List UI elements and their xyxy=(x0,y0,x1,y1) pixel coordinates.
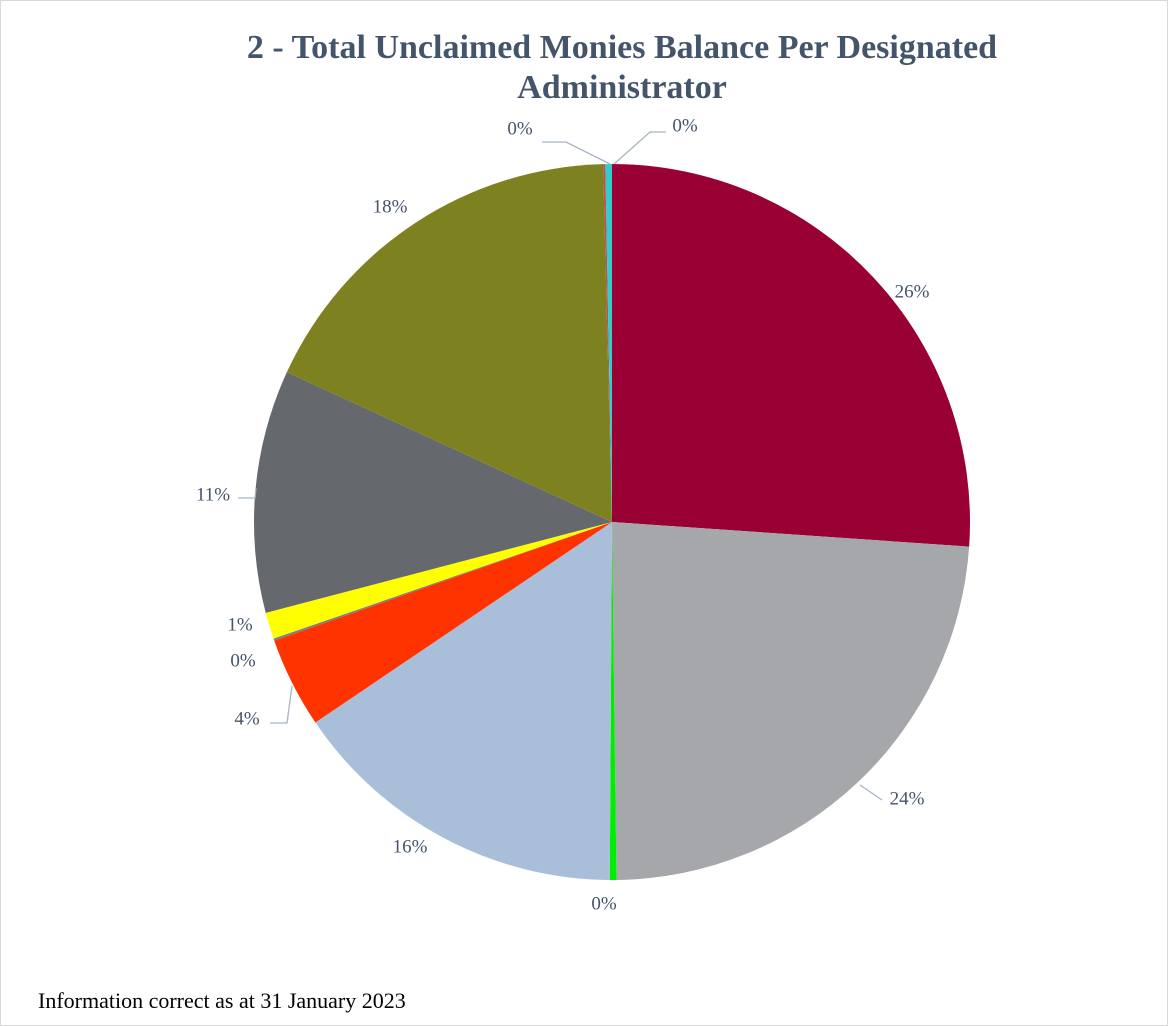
data-label: 4% xyxy=(234,708,260,729)
pie-slice xyxy=(315,522,612,880)
pie-slice xyxy=(612,522,970,880)
pie-slice xyxy=(609,522,617,880)
pie-slice xyxy=(603,164,612,522)
chart-title: 2 - Total Unclaimed Monies Balance Per D… xyxy=(247,29,997,106)
pie-slice xyxy=(273,522,612,641)
footnote: Information correct as at 31 January 202… xyxy=(38,988,406,1013)
pie-slice xyxy=(605,164,612,522)
data-label: 1% xyxy=(227,614,253,635)
leader-line xyxy=(270,685,293,724)
data-label: 0% xyxy=(507,118,533,139)
data-label: 24% xyxy=(890,788,925,809)
pie-slice xyxy=(254,372,612,613)
pie-slice xyxy=(274,522,612,723)
data-label: 18% xyxy=(373,196,408,217)
data-label: 11% xyxy=(196,484,230,505)
pie-slice xyxy=(612,164,970,547)
leader-line xyxy=(859,784,883,801)
data-label: 0% xyxy=(230,650,256,671)
pie-slice xyxy=(286,164,612,522)
leader-line xyxy=(238,487,257,499)
data-label: 0% xyxy=(672,115,698,136)
leader-line xyxy=(613,131,666,165)
data-label: 16% xyxy=(393,836,428,857)
pie-slice xyxy=(265,522,612,639)
leader-line xyxy=(542,141,611,165)
data-label: 0% xyxy=(591,893,617,914)
data-label: 26% xyxy=(895,281,930,302)
